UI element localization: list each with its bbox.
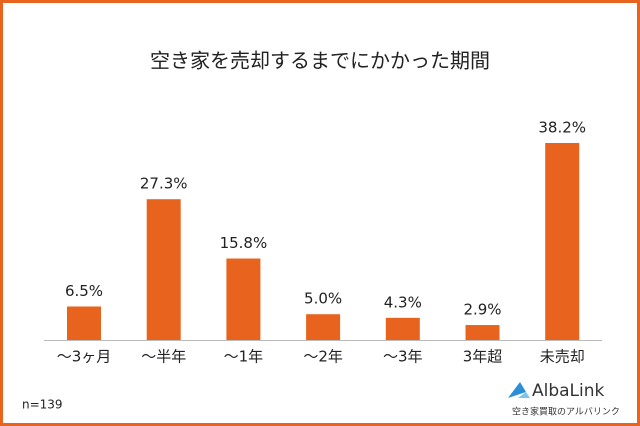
x-tick-label: ～半年 [141,348,186,366]
chart-title: 空き家を売却するまでにかかった期間 [150,49,490,73]
logo-name: AlbaLink [532,381,605,401]
bar [306,314,341,340]
x-tick-label: ～1年 [224,348,264,366]
bar [226,258,261,340]
x-tick-label: ～3年 [383,348,423,366]
value-label: 6.5% [65,282,103,300]
value-label: 15.8% [220,234,268,252]
logo: AlbaLink 空き家買取のアルバリンク [508,381,620,418]
value-label: 4.3% [384,293,422,311]
value-label: 2.9% [463,301,501,319]
sample-note: n=139 [22,398,63,412]
bar [545,143,580,340]
logo-tagline: 空き家買取のアルバリンク [512,406,620,418]
x-tick-label: 未売却 [540,348,585,366]
bar [385,317,420,340]
bar [465,325,500,340]
x-tick-label: ～3ヶ月 [57,348,112,366]
logo-icon-part [518,392,530,398]
value-label: 5.0% [304,290,342,308]
logo-icon [508,382,526,398]
x-tick-label: 3年超 [463,348,503,366]
value-label: 38.2% [538,119,586,137]
bar [67,306,101,340]
x-tick-label: ～2年 [303,348,343,366]
bar [146,199,181,340]
value-label: 27.3% [140,175,188,193]
